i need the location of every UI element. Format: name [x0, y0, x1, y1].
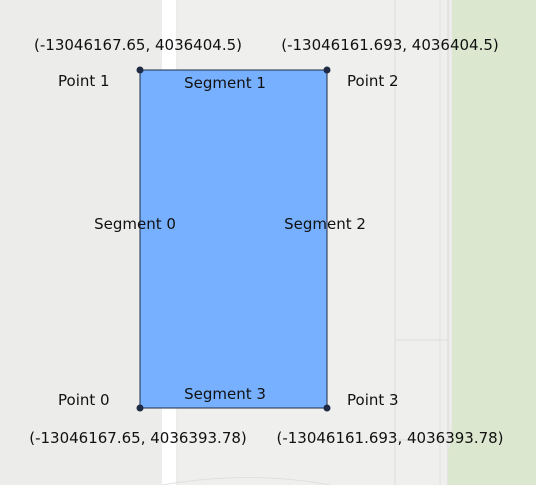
segment-0-label: Segment 0: [94, 215, 176, 233]
point-2-label: Point 2: [347, 72, 399, 90]
rectangle-polygon[interactable]: [139, 69, 328, 409]
vertex-point-3[interactable]: [323, 404, 331, 412]
vertex-point-1[interactable]: [136, 66, 144, 74]
segment-3-label: Segment 3: [184, 385, 266, 403]
point-3-coordinates: (-13046161.693, 4036393.78): [276, 429, 504, 447]
point-1-label: Point 1: [58, 72, 110, 90]
park-area: [448, 0, 536, 485]
point-3-label: Point 3: [347, 391, 399, 409]
point-2-coordinates: (-13046161.693, 4036404.5): [281, 36, 499, 54]
segment-1-label: Segment 1: [184, 74, 266, 92]
point-0-label: Point 0: [58, 391, 110, 409]
vertex-point-0[interactable]: [136, 404, 144, 412]
vertex-point-2[interactable]: [323, 66, 331, 74]
point-1-coordinates: (-13046167.65, 4036404.5): [34, 36, 242, 54]
point-0-coordinates: (-13046167.65, 4036393.78): [29, 429, 247, 447]
segment-2-label: Segment 2: [284, 215, 366, 233]
